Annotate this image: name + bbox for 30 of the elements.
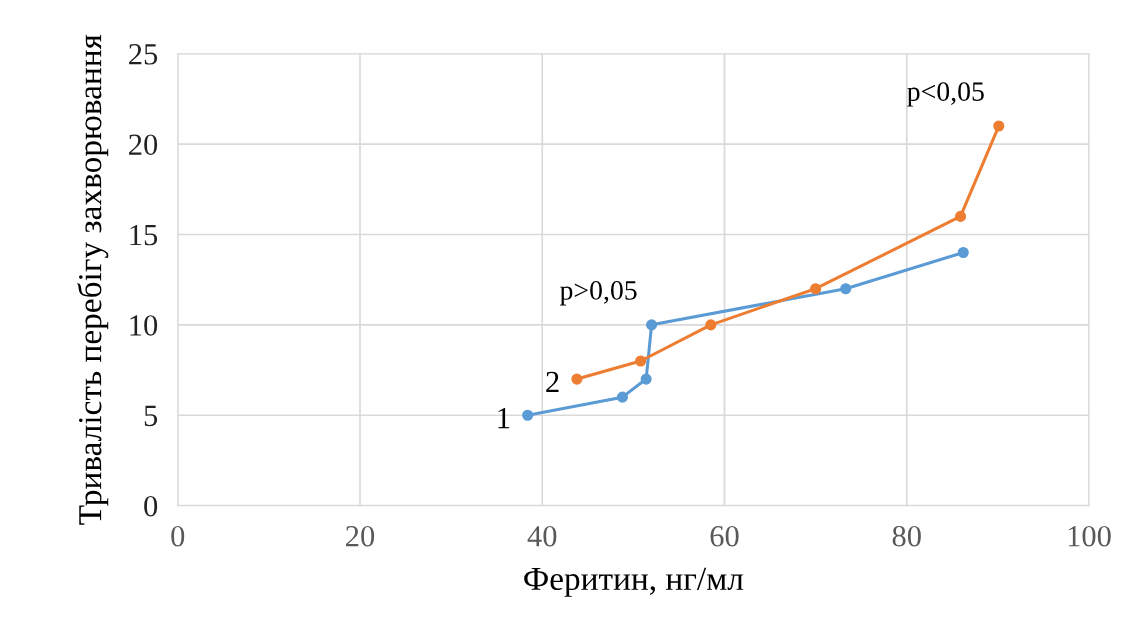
x-tick-label: 100 bbox=[1068, 525, 1111, 547]
x-tick-label: 60 bbox=[710, 525, 739, 547]
y-tick-label: 5 bbox=[144, 405, 158, 427]
y-tick-label: 0 bbox=[144, 495, 158, 517]
x-tick-label: 40 bbox=[527, 525, 557, 547]
y-tick-label: 10 bbox=[130, 315, 158, 336]
x-tick-label: 0 bbox=[171, 525, 185, 547]
point bbox=[705, 319, 717, 331]
point bbox=[640, 373, 652, 385]
x-tick-label: 80 bbox=[892, 525, 921, 547]
series-label: 2 bbox=[546, 371, 559, 392]
x-axis-title: Феритин, нг/мл bbox=[524, 567, 744, 597]
point bbox=[957, 246, 969, 259]
point bbox=[646, 319, 658, 331]
point bbox=[522, 409, 534, 421]
point bbox=[635, 355, 647, 367]
point bbox=[616, 391, 628, 403]
series-label: 1 bbox=[498, 407, 510, 429]
y-axis-title: Тривалість перебігу захворювання bbox=[77, 34, 109, 525]
point bbox=[954, 210, 967, 222]
point bbox=[840, 283, 852, 295]
point bbox=[993, 120, 1005, 132]
point bbox=[810, 283, 822, 295]
point bbox=[571, 373, 583, 385]
x-tick-label: 20 bbox=[346, 525, 375, 547]
y-tick-label: 15 bbox=[130, 224, 158, 246]
annotation: p>0,05 bbox=[559, 281, 637, 306]
annotation: p<0,05 bbox=[907, 82, 984, 107]
y-tick-label: 20 bbox=[129, 134, 158, 155]
y-tick-label: 25 bbox=[129, 44, 158, 65]
